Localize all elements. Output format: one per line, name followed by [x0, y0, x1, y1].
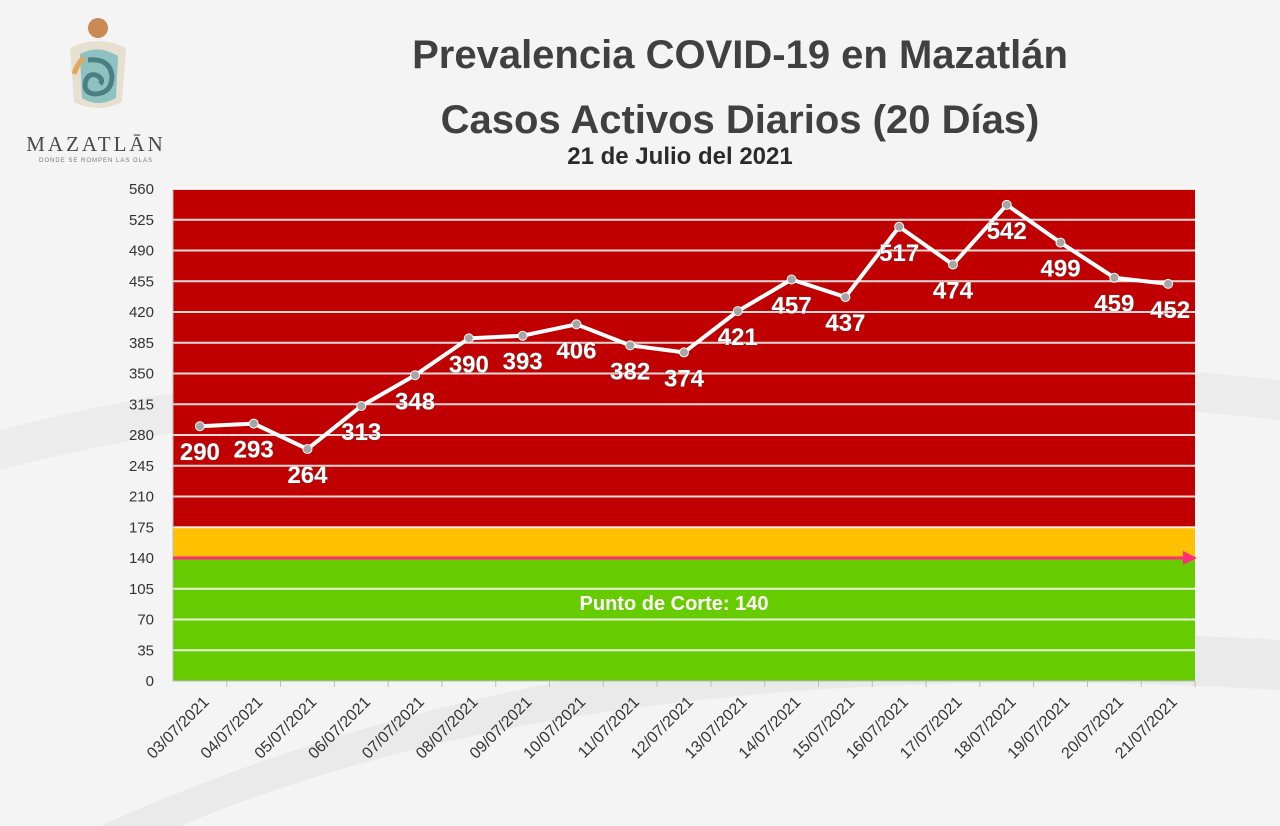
- data-label: 348: [395, 388, 435, 415]
- y-tick-label: 350: [129, 366, 154, 383]
- data-label: 517: [879, 240, 919, 267]
- y-tick-label: 455: [129, 273, 154, 290]
- data-label: 293: [234, 437, 274, 464]
- y-tick-label: 245: [129, 458, 154, 475]
- yellow-zone: [173, 527, 1195, 558]
- data-label: 452: [1150, 297, 1190, 324]
- chart-title-line2: Casos Activos Diarios (20 Días): [440, 98, 1040, 142]
- threshold-label: Punto de Corte: 140: [580, 593, 769, 615]
- y-tick-label: 175: [129, 519, 154, 536]
- data-label: 374: [664, 365, 705, 392]
- chart-title-line1: Prevalencia COVID-19 en Mazatlán: [412, 33, 1068, 77]
- data-point: [947, 259, 958, 270]
- data-point: [194, 421, 205, 432]
- y-tick-label: 315: [129, 396, 154, 413]
- y-tick-label: 0: [146, 673, 154, 690]
- y-tick-label: 560: [129, 181, 154, 198]
- data-point: [840, 292, 851, 303]
- data-label: 406: [556, 337, 596, 364]
- y-tick-label: 280: [129, 427, 154, 444]
- y-tick-label: 490: [129, 243, 154, 260]
- logo-name: MAZATLĀN: [26, 132, 166, 156]
- data-point: [1163, 278, 1174, 289]
- data-point: [410, 370, 421, 381]
- data-point: [463, 333, 474, 344]
- data-label: 382: [610, 358, 650, 385]
- y-tick-label: 525: [129, 212, 154, 229]
- data-label: 457: [772, 292, 812, 319]
- data-label: 542: [987, 218, 1027, 245]
- y-tick-label: 420: [129, 304, 154, 321]
- red-zone: [173, 189, 1195, 528]
- threshold-arrow-icon: [1183, 551, 1197, 565]
- data-label: 499: [1041, 256, 1081, 283]
- data-point: [894, 221, 905, 232]
- logo-tagline: DONDE SE ROMPEN LAS OLAS: [38, 158, 154, 164]
- y-tick-label: 35: [137, 642, 154, 659]
- data-point: [571, 319, 582, 330]
- data-label: 264: [287, 462, 328, 489]
- data-point: [625, 340, 636, 351]
- data-point: [248, 418, 259, 429]
- data-point: [1109, 272, 1120, 283]
- y-tick-label: 105: [129, 581, 154, 598]
- data-label: 421: [718, 324, 758, 351]
- mazatlan-logo: MAZATLĀN DONDE SE ROMPEN LAS OLAS: [18, 14, 174, 174]
- data-point: [1055, 237, 1066, 248]
- wave-logo-icon: [70, 18, 126, 108]
- data-point: [732, 306, 743, 317]
- data-point: [1001, 199, 1012, 210]
- data-label: 313: [341, 419, 381, 446]
- data-label: 474: [933, 278, 974, 305]
- y-tick-label: 70: [137, 612, 154, 629]
- data-point: [356, 401, 367, 412]
- y-tick-label: 140: [129, 550, 154, 567]
- y-tick-label: 210: [129, 489, 154, 506]
- data-label: 390: [449, 351, 489, 378]
- data-label: 290: [180, 439, 220, 466]
- data-label: 437: [825, 310, 865, 337]
- data-point: [517, 330, 528, 341]
- y-tick-label: 385: [129, 335, 154, 352]
- data-point: [786, 274, 797, 285]
- chart-date: 21 de Julio del 2021: [567, 143, 793, 170]
- data-point: [679, 347, 689, 358]
- data-label: 459: [1094, 291, 1134, 318]
- data-point: [302, 444, 313, 455]
- data-label: 393: [503, 349, 543, 376]
